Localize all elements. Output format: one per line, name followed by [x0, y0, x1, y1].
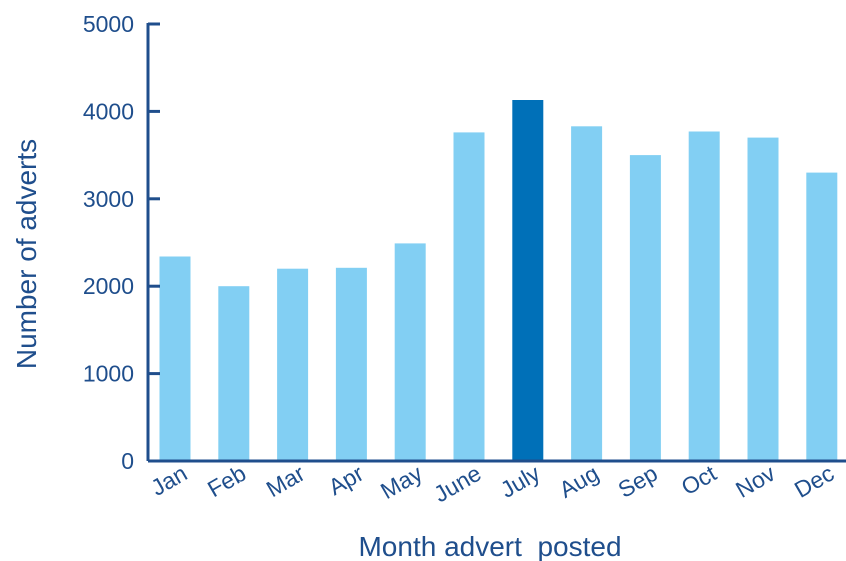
x-tick-label: Nov	[731, 460, 780, 503]
x-tick-label: Apr	[324, 460, 368, 501]
x-tick-label: Dec	[790, 460, 838, 503]
x-tick-label: Sep	[613, 460, 661, 503]
y-axis-title: Number of adverts	[11, 139, 42, 369]
y-tick-label: 3000	[83, 186, 134, 212]
x-tick-label: Oct	[677, 460, 722, 501]
y-ticks: 0 1000 2000 3000 4000 5000	[83, 11, 160, 474]
bar-july	[512, 100, 544, 461]
bar-mar	[277, 268, 309, 461]
x-tick-label: June	[429, 460, 485, 507]
x-tick-label: May	[376, 460, 427, 504]
bar-feb	[218, 286, 250, 461]
bar-oct	[688, 131, 720, 461]
y-tick-label: 2000	[83, 273, 134, 299]
axes-layer	[146, 23, 846, 463]
bar-aug	[571, 126, 603, 462]
bar-sep	[629, 155, 661, 461]
bar-nov	[747, 137, 779, 461]
y-tick-label: 0	[121, 448, 134, 474]
bar-jan	[159, 256, 191, 461]
x-axis-title: Month advert posted	[358, 531, 621, 561]
x-tick-label: Aug	[555, 460, 603, 503]
y-tick-label: 5000	[83, 11, 134, 37]
bar-apr	[335, 267, 367, 461]
bar-dec	[806, 172, 838, 461]
bar-may	[394, 243, 426, 461]
y-tick-label: 4000	[83, 98, 134, 124]
x-tick-label: July	[496, 460, 545, 503]
x-tick-label: Jan	[146, 460, 191, 501]
y-tick-label: 1000	[83, 361, 134, 387]
x-tick-label: Mar	[262, 460, 310, 502]
x-ticks: Jan Feb Mar Apr May June July Aug Sep Oct Nov Dec	[146, 460, 838, 508]
x-tick-label: Feb	[203, 460, 250, 502]
bar-june	[453, 132, 485, 461]
bars-layer	[159, 100, 838, 462]
